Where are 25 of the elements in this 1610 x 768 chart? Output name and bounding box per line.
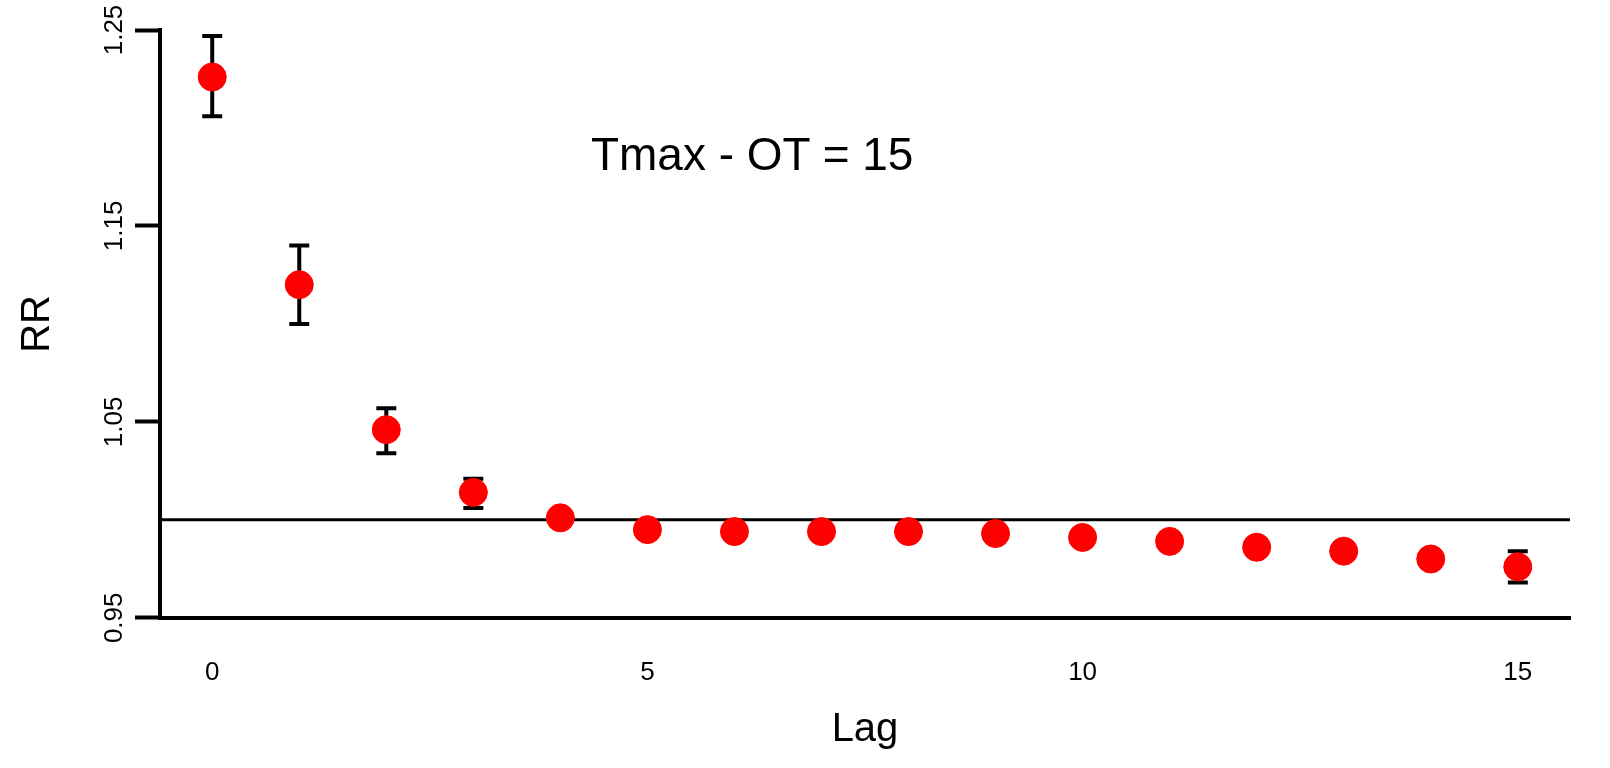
x-tick-label: 5 [640, 655, 655, 686]
point [806, 517, 836, 547]
point [981, 519, 1011, 549]
y-axis-title: RR [13, 295, 58, 353]
point [545, 503, 575, 533]
y-tick-label: 0.95 [98, 592, 129, 644]
x-tick-label: 15 [1503, 655, 1533, 686]
x-tick-label: 0 [204, 655, 220, 686]
x-tick-label: 10 [1068, 655, 1098, 686]
x-axis-title: Lag [831, 705, 899, 750]
y-tick-label: 1.15 [98, 200, 129, 252]
point [894, 517, 924, 547]
y-tick-label: 1.25 [98, 4, 129, 56]
point [1068, 522, 1098, 552]
point [719, 517, 749, 547]
annotation: Tmax - OT = 15 [590, 128, 914, 180]
point [1242, 532, 1272, 562]
point [632, 515, 662, 545]
y-tick-label: 1.05 [98, 396, 129, 448]
point [1416, 544, 1446, 574]
point [1329, 536, 1359, 566]
point [1155, 526, 1185, 556]
point [371, 415, 401, 445]
point [284, 270, 314, 300]
point [197, 62, 227, 92]
